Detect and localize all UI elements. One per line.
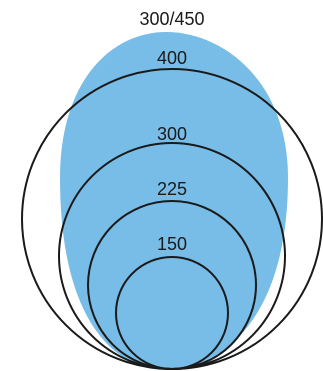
- shaded-region-label: 300/450: [139, 9, 204, 29]
- circle-300-label: 300: [157, 124, 187, 144]
- circle-150-label: 150: [157, 234, 187, 254]
- inner-filled-circle: [116, 257, 228, 369]
- circle-150: [115, 256, 229, 370]
- circle-225-label: 225: [157, 179, 187, 199]
- circle-400-label: 400: [157, 48, 187, 68]
